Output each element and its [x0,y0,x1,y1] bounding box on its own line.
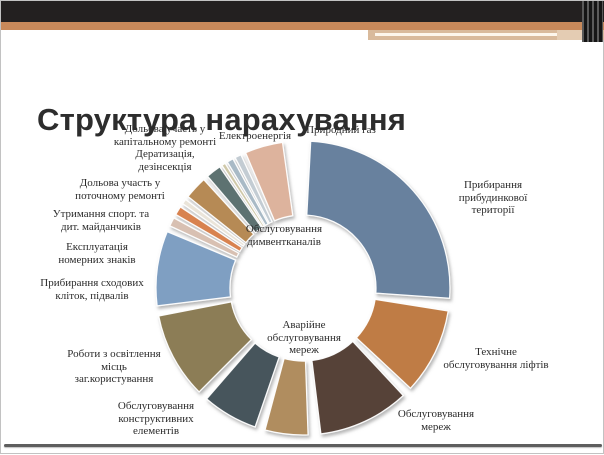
donut-segment [264,357,309,436]
donut-segment [187,178,255,244]
corner-stripes-decoration [582,1,603,42]
chart-callout: Технічне обслуговування ліфтів [443,346,549,371]
chart-callout: Прибирання прибудинкової території [458,179,528,216]
donut-segment [234,153,273,225]
title-bar [1,1,604,22]
donut-segment [355,298,449,390]
donut-segment [155,230,237,307]
donut-segment [306,140,451,299]
chart-callout: Обслуговування димвентканалів [245,223,323,248]
bottom-divider [4,444,602,447]
chart-callout: Аварійне обслуговування мереж [267,319,341,356]
accent-stripe-orange [1,22,604,30]
donut-segment [221,162,266,228]
page-title: Структура нарахування [37,101,407,137]
chart-callout: Обслуговування конструктивних елементів [117,400,195,437]
donut-segment [157,301,253,393]
chart-callout: Прибирання сходових кліток, підвалів [40,277,144,302]
accent-highlight-line [375,33,557,36]
donut-segment [244,141,294,222]
chart-callout: Електроенергія [218,130,292,142]
donut-segment [168,217,240,258]
chart-callout: Природний газ [306,124,376,136]
chart-callout: Дольова участь у капітальному ремонті Дера… [113,123,217,173]
chart-callout: Експлуатація номерних знаків [58,241,136,266]
chart-callout: Дольова участь у поточному ремонті [75,177,165,202]
donut-segment [205,342,281,428]
donut-segment [181,198,246,247]
chart-callout: Роботи з освітлення місць заг.користування [67,348,161,385]
donut-segment [311,340,405,435]
chart-callout: Утримання спорт. та дит. майданчиків [52,208,150,233]
donut-segment [206,165,263,234]
accent-stripe-tan-light [557,30,585,40]
chart-callout: Обслуговування мереж [397,408,475,433]
donut-segment [226,157,270,227]
donut-segment [174,205,243,253]
